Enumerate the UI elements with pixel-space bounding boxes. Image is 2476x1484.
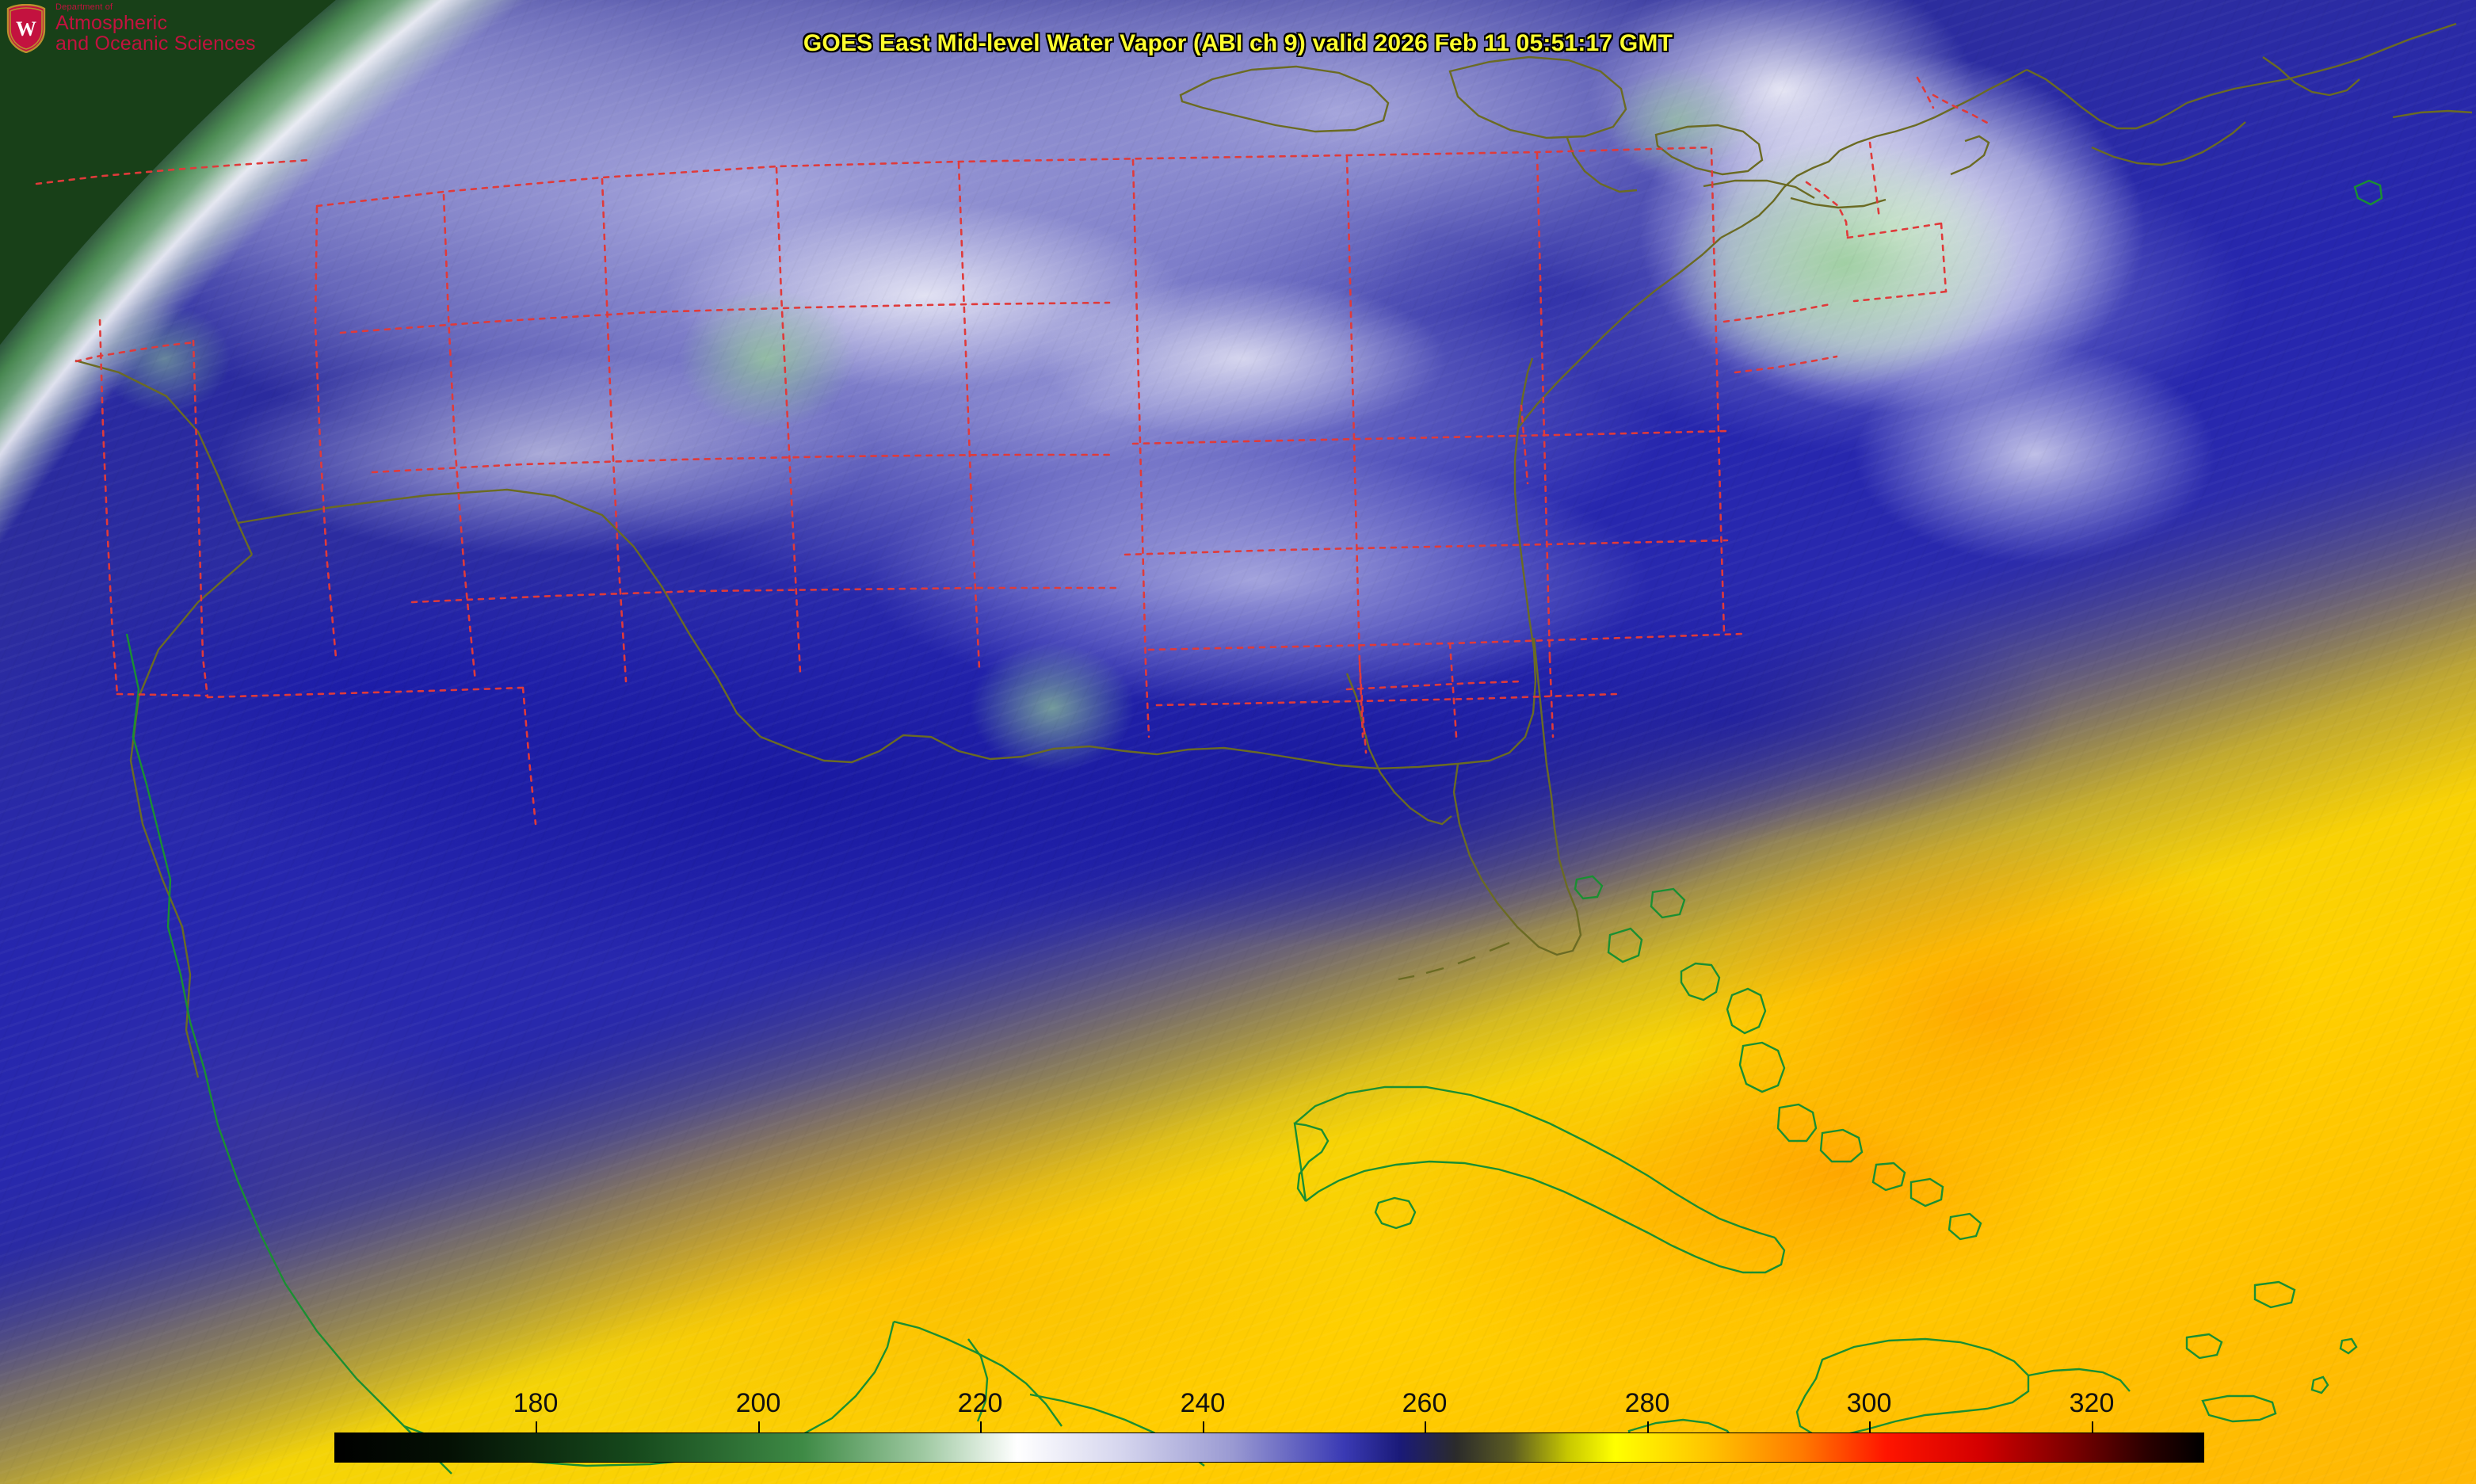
colorbar-label-300: 300	[1846, 1388, 1892, 1418]
colorbar-tick-260	[1425, 1421, 1426, 1432]
colorbar-tick-200	[758, 1421, 760, 1432]
colorbar-tick-240	[1203, 1421, 1204, 1432]
uw-crest-icon: W	[6, 4, 46, 54]
colorbar-tick-180	[536, 1421, 537, 1432]
colorbar-label-320: 320	[2069, 1388, 2115, 1418]
colorbar-tick-280	[1647, 1421, 1649, 1432]
logo-text-block: Department of Atmospheric and Oceanic Sc…	[55, 2, 256, 55]
colorbar-label-220: 220	[957, 1388, 1003, 1418]
colorbar-tick-220	[980, 1421, 982, 1432]
logo-department-line: Department of	[55, 2, 113, 12]
colorbar-tick-320	[2092, 1421, 2093, 1432]
colorbar-label-280: 280	[1624, 1388, 1670, 1418]
colorbar-label-240: 240	[1180, 1388, 1226, 1418]
uw-aos-logo: W Department of Atmospheric and Oceanic …	[5, 2, 256, 55]
logo-line-2: and Oceanic Sciences	[55, 32, 256, 55]
colorbar-label-180: 180	[513, 1388, 559, 1418]
colorbar-label-200: 200	[735, 1388, 781, 1418]
colorbar-label-260: 260	[1402, 1388, 1448, 1418]
logo-line-1: Atmospheric	[55, 11, 168, 34]
colorbar-gradient	[334, 1432, 2204, 1463]
crest-letter: W	[16, 17, 36, 40]
colorbar-tick-300	[1869, 1421, 1871, 1432]
colorbar	[334, 1432, 2204, 1463]
